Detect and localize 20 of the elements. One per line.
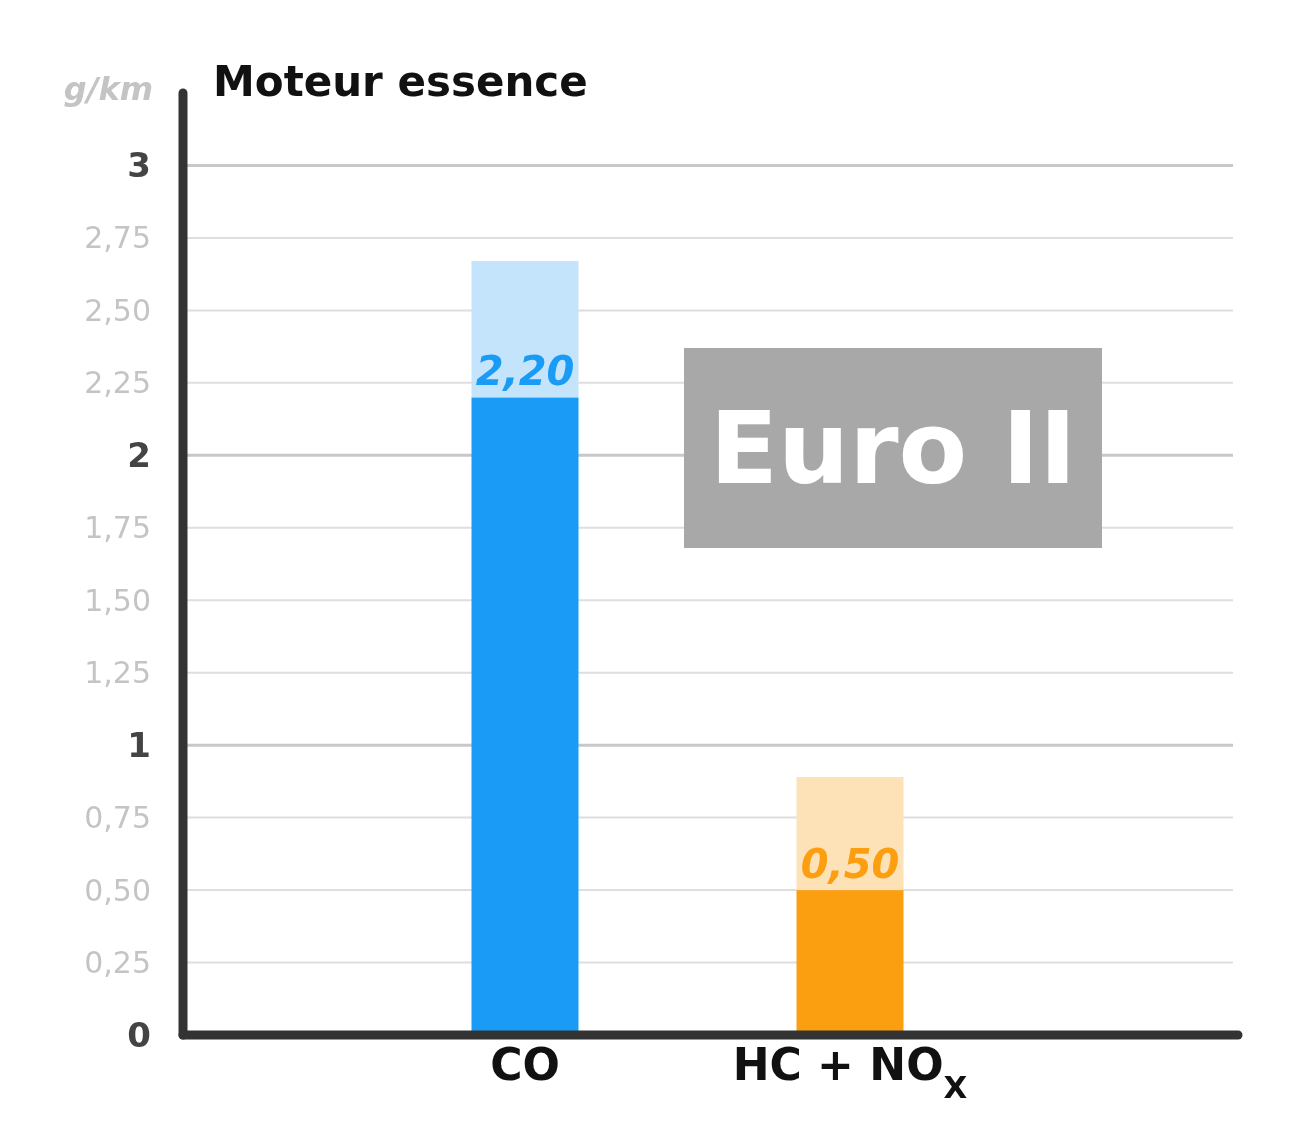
y-tick-label: 2: [127, 435, 151, 476]
y-tick-label: 0,25: [84, 945, 151, 981]
y-tick-label: 3: [127, 145, 151, 186]
y-tick-label: 0: [127, 1014, 151, 1055]
data-label: 0,50: [800, 841, 900, 888]
y-tick-label: 1,25: [84, 655, 151, 691]
x-tick-label: CO: [490, 1039, 560, 1090]
y-tick-label: 2,25: [84, 365, 151, 401]
y-tick-label: 1: [127, 725, 151, 766]
y-tick-label: 0,50: [84, 872, 151, 908]
y-tick-label: 2,50: [84, 292, 151, 328]
x-tick-label: HC + NO$_{X}$: [732, 1039, 968, 1105]
chart-title: Moteur essence: [213, 57, 588, 106]
y-tick-label: 2,75: [84, 220, 151, 256]
y-tick-label: 0,75: [84, 800, 151, 836]
annotation: Euro II: [709, 390, 1077, 507]
y-tick-label: 1,75: [84, 510, 151, 546]
y-axis-title: g/km: [63, 70, 153, 108]
data-label: 2,20: [475, 348, 575, 395]
y-tick-label: 1,50: [84, 582, 151, 618]
